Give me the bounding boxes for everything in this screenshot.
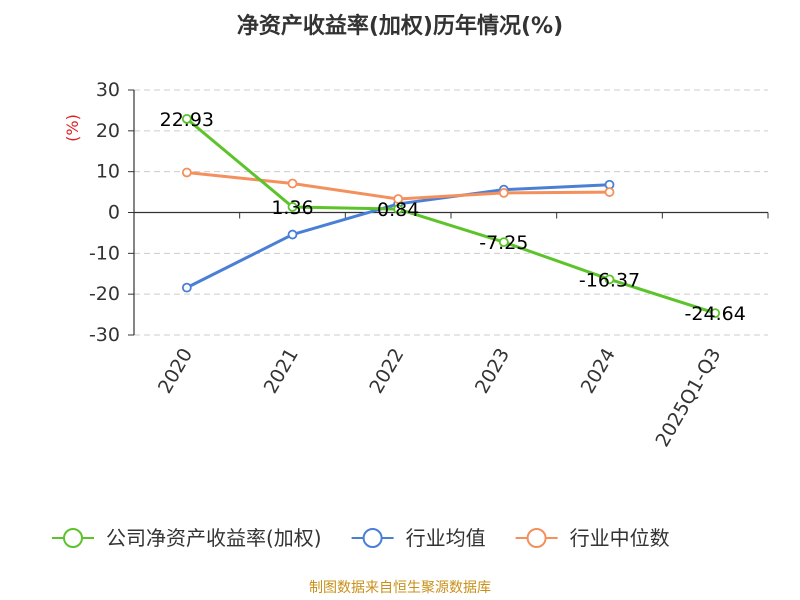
series-point[interactable] [393, 204, 404, 214]
data-label: 1.36 [271, 197, 313, 219]
data-label: -16.37 [579, 269, 640, 291]
y-tick-label: 30 [96, 79, 120, 101]
series-point[interactable] [181, 113, 192, 124]
series-point[interactable] [710, 308, 721, 319]
legend-label[interactable]: 行业均值 [406, 526, 486, 550]
y-axis-unit: (%) [63, 114, 82, 142]
series-point[interactable] [393, 194, 404, 204]
data-label: 22.93 [160, 109, 214, 131]
data-label: -7.25 [479, 232, 528, 254]
x-tick-label: 2021 [260, 345, 303, 398]
x-axis: 2020 2021 2022 2023 2024 2025Q1-Q3 [133, 211, 769, 451]
y-tick-label: 10 [96, 161, 120, 183]
data-labels: 22.93 1.36 0.84 -7.25 -16.37 -24.64 [160, 109, 746, 325]
x-tick-label: 2025Q1-Q3 [651, 345, 725, 451]
series-point[interactable] [604, 274, 615, 285]
chart-title: 净资产收益率(加权)历年情况(%) [237, 13, 563, 39]
data-label: -24.64 [685, 303, 746, 325]
legend: 公司净资产收益率(加权) 行业均值 行业中位数 [52, 526, 670, 550]
series-point[interactable] [181, 282, 192, 293]
x-tick-label: 2024 [577, 345, 620, 398]
source-note: 制图数据来自恒生聚源数据库 [309, 580, 491, 596]
y-tick-label: 0 [108, 202, 120, 224]
y-tick-label: -30 [89, 324, 120, 346]
legend-marker [362, 528, 383, 548]
grid-lines [134, 89, 768, 336]
legend-marker [63, 528, 83, 548]
x-tick-label: 2020 [154, 345, 197, 398]
x-tick-label: 2023 [471, 345, 514, 398]
series-point[interactable] [498, 237, 509, 248]
series-point[interactable] [287, 202, 298, 212]
legend-label[interactable]: 行业中位数 [570, 526, 670, 550]
y-tick-label: -10 [89, 242, 120, 264]
series-point[interactable] [181, 167, 192, 178]
legend-label[interactable]: 公司净资产收益率(加权) [106, 526, 322, 550]
y-tick-label: 20 [96, 120, 120, 142]
y-axis: 30 20 10 0 -10 -20 -30 [89, 79, 135, 346]
y-tick-label: -20 [89, 283, 120, 305]
series-point[interactable] [287, 178, 298, 189]
x-tick-label: 2022 [365, 345, 408, 398]
series-point[interactable] [604, 187, 615, 197]
series-point[interactable] [498, 187, 509, 198]
series-group [181, 113, 721, 319]
legend-marker [526, 528, 547, 548]
data-label: 0.84 [377, 199, 419, 221]
series-line [185, 117, 716, 315]
series-point[interactable] [287, 229, 298, 240]
